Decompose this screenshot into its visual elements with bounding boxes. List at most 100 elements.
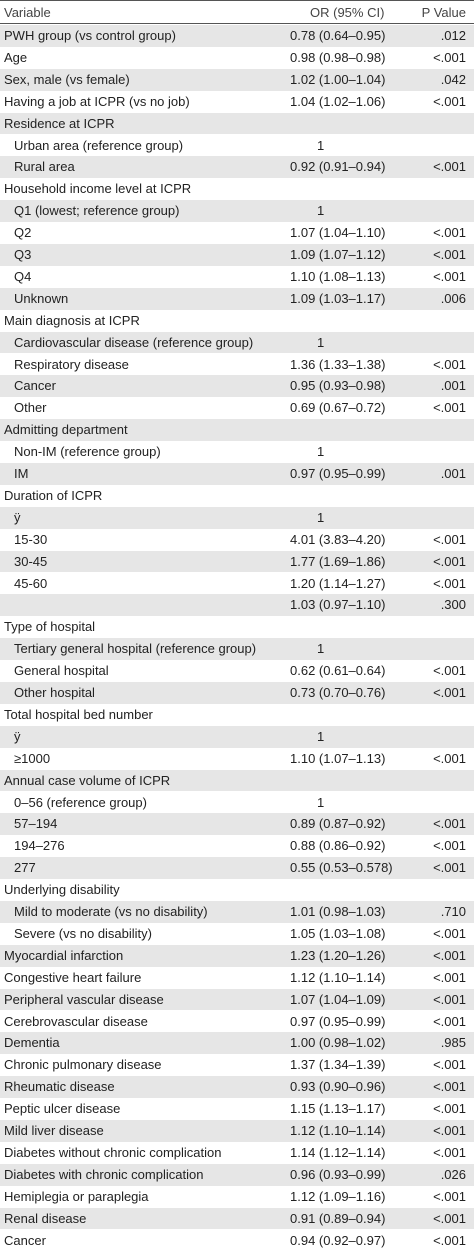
p-value-cell: .300 (440, 597, 466, 613)
table-row: 15-30 4.01 (3.83–4.20) <.001 (0, 529, 474, 551)
header-cell: Variable (4, 5, 51, 20)
or-cell: 0.97 (0.95–0.99) (290, 466, 386, 481)
or-cell: 1 (317, 728, 325, 744)
variable-cell: Annual case volume of ICPR (4, 772, 171, 788)
table-row: 1.03 (0.97–1.10) .300 (0, 594, 474, 617)
variable-cell: Peripheral vascular disease (4, 991, 164, 1007)
variable-cell: 277 (14, 860, 36, 876)
or-cell: 0.94 (0.92–0.97) (290, 1232, 386, 1248)
table-row: Mild liver disease 1.12 (1.10–1.14) <.001 (0, 1120, 474, 1142)
or-cell: 1 (317, 203, 325, 219)
or-cell: 0.96 (0.93–0.99) (290, 1166, 386, 1182)
table-row: Underlying disability (0, 879, 474, 901)
variable-cell: Sex, male (vs female) (4, 71, 130, 87)
variable-cell: 15-30 (14, 531, 48, 547)
or-cell: 1.04 (1.02–1.06) (290, 93, 386, 109)
table-row: Peripheral vascular disease 1.07 (1.04–1.… (0, 988, 474, 1011)
variable-cell: 194–276 (14, 838, 65, 854)
or-cell: 1.77 (1.69–1.86) (290, 553, 386, 569)
table-row: Other 0.69 (0.67–0.72) <.001 (0, 397, 474, 419)
or-cell: 1.09 (1.03–1.17) (290, 290, 386, 306)
or-cell: 1 (317, 794, 325, 810)
variable-cell: 0–56 (reference group) (14, 794, 147, 810)
variable-cell: Non-IM (reference group) (14, 444, 161, 460)
p-value-cell: .985 (440, 1035, 466, 1051)
table-row: Having a job at ICPR (vs no job) 1.04 (1.… (0, 91, 474, 113)
p-value-cell: .001 (440, 466, 466, 481)
variable-cell: Q3 (14, 247, 32, 262)
variable-cell: Respiratory disease (14, 356, 129, 372)
table-row: Severe (vs no disability) 1.05 (1.03–1.08… (0, 923, 474, 945)
variable-cell: Type of hospital (4, 619, 96, 635)
or-cell: 1 (317, 137, 325, 153)
or-cell: 0.95 (0.93–0.98) (290, 378, 386, 394)
or-cell: 1.23 (1.20–1.26) (290, 947, 386, 963)
p-value-cell: <.001 (433, 1123, 466, 1138)
table-row: Mild to moderate (vs no disability) 1.01 … (0, 901, 474, 923)
p-value-cell: <.001 (433, 400, 466, 416)
or-cell: 0.91 (0.89–0.94) (290, 1210, 386, 1226)
variable-cell: Cardiovascular disease (reference group) (14, 334, 254, 350)
variable-cell: ÿ (14, 509, 21, 525)
or-cell: 1.14 (1.12–1.14) (290, 1144, 386, 1160)
or-cell: 0.92 (0.91–0.94) (290, 159, 386, 175)
p-value-cell: <.001 (433, 247, 466, 262)
variable-cell: Cancer (14, 378, 56, 394)
table-row: Renal disease 0.91 (0.89–0.94) <.001 (0, 1207, 474, 1230)
or-cell: 1 (317, 509, 325, 525)
p-value-cell: <.001 (433, 816, 466, 832)
p-value-cell: <.001 (433, 969, 466, 985)
variable-cell: 30-45 (14, 553, 48, 569)
table-row: Admitting department (0, 419, 474, 442)
table-row: 30-45 1.77 (1.69–1.86) <.001 (0, 550, 474, 573)
table-row: Tertiary general hospital (reference gro… (0, 638, 474, 661)
table-row: Annual case volume of ICPR (0, 769, 474, 792)
p-value-cell: <.001 (433, 49, 466, 65)
variable-cell: Underlying disability (4, 882, 120, 898)
p-value-cell: <.001 (433, 225, 466, 241)
table-row: Myocardial infarction 1.23 (1.20–1.26) <.0… (0, 944, 474, 967)
table-row: Urban area (reference group) 1 (0, 135, 474, 157)
table-row: Total hospital bed number (0, 704, 474, 726)
variable-cell: ≥1000 (14, 750, 51, 766)
variable-cell: Renal disease (4, 1210, 87, 1226)
or-cell: 0.88 (0.86–0.92) (290, 838, 386, 854)
variable-cell: Total hospital bed number (4, 706, 153, 722)
variable-cell: Unknown (14, 290, 69, 306)
variable-cell: Mild liver disease (4, 1123, 104, 1138)
variable-cell: Chronic pulmonary disease (4, 1057, 162, 1073)
variable-cell: Peptic ulcer disease (4, 1101, 121, 1117)
variable-cell: Other (14, 400, 47, 416)
p-value-cell: .012 (440, 28, 466, 43)
table-row: 194–276 0.88 (0.86–0.92) <.001 (0, 835, 474, 857)
table-row: Congestive heart failure 1.12 (1.10–1.14)… (0, 967, 474, 989)
variable-cell: Dementia (4, 1035, 60, 1051)
p-value-cell: <.001 (433, 1079, 466, 1095)
variable-cell: Rheumatic disease (4, 1079, 115, 1095)
variable-cell: Diabetes without chronic complication (4, 1144, 222, 1160)
table-row: PWH group (vs control group) 0.78 (0.64–0… (0, 25, 474, 47)
p-value-cell: <.001 (433, 860, 466, 876)
or-cell: 1.09 (1.07–1.12) (290, 247, 386, 262)
p-value-cell: .710 (440, 904, 466, 919)
variable-cell: General hospital (14, 663, 109, 679)
table-row: Age 0.98 (0.98–0.98) <.001 (0, 47, 474, 69)
p-value-cell: <.001 (433, 575, 466, 591)
p-value-cell: <.001 (433, 1210, 466, 1226)
table-row: Non-IM (reference group) 1 (0, 441, 474, 463)
table-row: Cancer 0.94 (0.92–0.97) <.001 (0, 1230, 474, 1252)
table-row: Residence at ICPR (0, 112, 474, 135)
or-cell: 0.69 (0.67–0.72) (290, 400, 386, 416)
variable-cell: Household income level at ICPR (4, 181, 192, 197)
p-value-cell: <.001 (433, 356, 466, 372)
or-cell: 1.02 (1.00–1.04) (290, 71, 386, 87)
p-value-cell: .042 (440, 71, 466, 87)
p-value-cell: <.001 (433, 268, 466, 284)
variable-cell: Duration of ICPR (4, 487, 103, 503)
or-cell: 1 (317, 444, 325, 460)
p-value-cell: <.001 (433, 531, 466, 547)
table-row: Type of hospital (0, 616, 474, 638)
variable-cell: Cerebrovascular disease (4, 1013, 148, 1029)
table-row: Cerebrovascular disease 0.97 (0.95–0.99) <… (0, 1011, 474, 1033)
